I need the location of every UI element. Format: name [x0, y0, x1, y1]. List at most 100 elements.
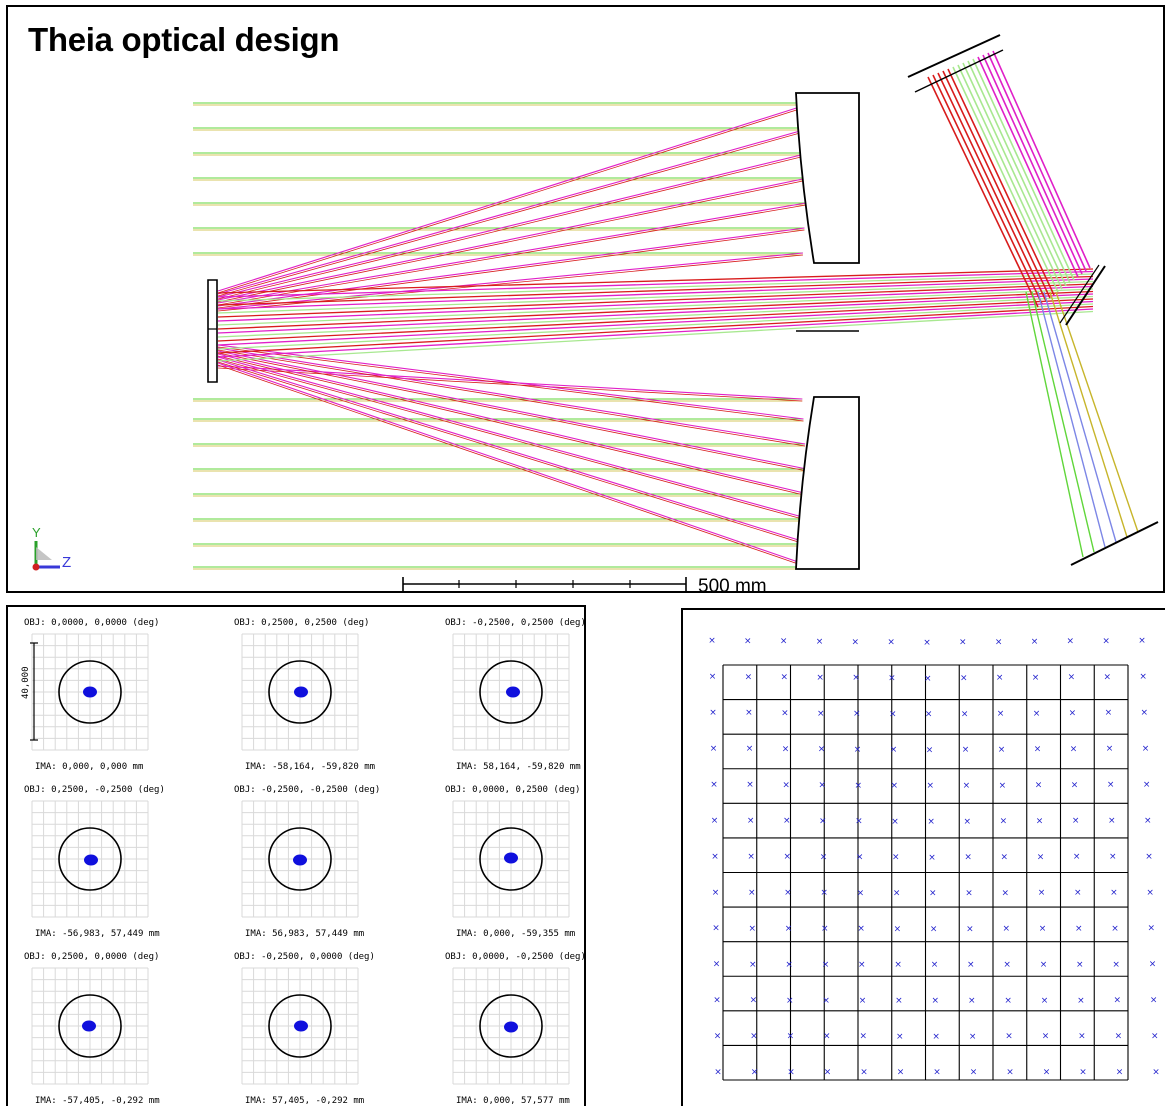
- distortion-mark: ×: [747, 852, 755, 862]
- distortion-mark: ×: [1108, 816, 1116, 826]
- distortion-mark: ×: [897, 1068, 905, 1078]
- distortion-mark: ×: [787, 1032, 795, 1042]
- distortion-mark: ×: [891, 781, 899, 791]
- central-ray: [217, 285, 1094, 322]
- distortion-mark: ×: [1033, 709, 1041, 719]
- distortion-mark: ×: [1070, 744, 1078, 754]
- distortion-mark: ×: [784, 852, 792, 862]
- converging-ray: [217, 353, 809, 495]
- tertiary-ray: [952, 66, 1059, 293]
- distortion-mark: ×: [1148, 924, 1156, 934]
- spot-blob: [84, 854, 98, 866]
- distortion-mark: ×: [1106, 744, 1114, 754]
- spot-blob: [504, 852, 518, 864]
- distortion-mark: ×: [785, 924, 793, 934]
- spot-blob: [83, 686, 97, 698]
- converging-ray: [217, 346, 804, 422]
- distortion-mark: ×: [782, 744, 790, 754]
- spot-ima-label: IMA: -58,164, -59,820 mm: [245, 762, 375, 772]
- spot-cell: OBJ: 0,2500, 0,0000 (deg) IMA: -57,405, -…: [24, 952, 160, 1106]
- distortion-mark: ×: [859, 996, 867, 1006]
- distortion-mark: ×: [1004, 996, 1012, 1006]
- central-ray: [217, 308, 1094, 358]
- distortion-mark: ×: [1139, 672, 1147, 682]
- distortion-mark: ×: [893, 888, 901, 898]
- distortion-mark: ×: [932, 996, 940, 1006]
- distortion-mark: ×: [1142, 744, 1150, 754]
- converging-ray: [217, 359, 812, 545]
- distortion-mark: ×: [712, 888, 720, 898]
- optical-layout-drawing: Y Z 500 mm: [32, 34, 1159, 591]
- distortion-mark: ×: [712, 924, 720, 934]
- distortion-mark: ×: [1069, 708, 1077, 718]
- converging-ray: [217, 252, 803, 310]
- distortion-mark: ×: [1138, 636, 1146, 646]
- distortion-mark: ×: [1114, 996, 1122, 1006]
- distortion-mark: ×: [1104, 672, 1112, 682]
- distortion-mark: ×: [1003, 960, 1011, 970]
- distortion-mark: ×: [998, 745, 1006, 755]
- distortion-mark: ×: [965, 888, 973, 898]
- tertiary-ray: [962, 62, 1067, 287]
- distortion-mark: ×: [853, 709, 861, 719]
- distortion-mark: ×: [1043, 1068, 1051, 1078]
- fold-mirror: [1065, 265, 1106, 326]
- distortion-mark: ×: [964, 853, 972, 863]
- central-ray: [217, 298, 1094, 342]
- distortion-mark: ×: [1068, 673, 1076, 683]
- distortion-mark: ×: [785, 960, 793, 970]
- distortion-mark: ×: [858, 960, 866, 970]
- focal-ray: [1049, 291, 1128, 538]
- spot-cell: OBJ: -0,2500, 0,2500 (deg) IMA: 58,164, -…: [445, 618, 584, 772]
- central-ray: [217, 278, 1094, 310]
- airy-circle: [58, 994, 122, 1058]
- distortion-mark: ×: [751, 1068, 759, 1078]
- spot-blob: [82, 1020, 96, 1032]
- distortion-mark: ×: [967, 960, 975, 970]
- central-ray: [217, 283, 1094, 318]
- distortion-mark: ×: [714, 1068, 722, 1078]
- real-ray-marks: × × × × × × × × × × × × × × × × × × × × × × × × × × × × × × × × × × × × × × × ×…: [708, 636, 1160, 1078]
- spot-ima-label: IMA: -56,983, 57,449 mm: [35, 929, 160, 939]
- distortion-mark: ×: [1006, 1068, 1014, 1078]
- spot-cell: OBJ: 0,0000, -0,2500 (deg) IMA: 0,000, 57…: [445, 952, 584, 1106]
- spot-obj-label: OBJ: -0,2500, 0,0000 (deg): [234, 952, 375, 962]
- airy-circle: [268, 827, 332, 891]
- distortion-mark: ×: [1037, 852, 1045, 862]
- distortion-mark: ×: [852, 637, 860, 647]
- spot-blob: [506, 686, 520, 698]
- converging-ray: [217, 179, 808, 303]
- distortion-grid-panel: × × × × × × × × × × × × × × × × × × × × × × × × × × × × × × × × × × × × × × × ×…: [681, 608, 1165, 1106]
- spot-obj-label: OBJ: -0,2500, 0,2500 (deg): [445, 618, 584, 628]
- tertiary-ray: [992, 50, 1091, 269]
- spot-cell: OBJ: 0,2500, -0,2500 (deg) IMA: -56,983, …: [24, 785, 165, 939]
- distortion-mark: ×: [1002, 924, 1010, 934]
- spot-diagram-chart: OBJ: 0,0000, 0,0000 (deg) IMA: 0,000, 0,0…: [21, 618, 584, 1106]
- spot-diagram-panel: OBJ: 0,0000, 0,0000 (deg) IMA: 0,000, 0,0…: [6, 605, 586, 1106]
- distortion-mark: ×: [1107, 780, 1115, 790]
- distortion-mark: ×: [1075, 924, 1083, 934]
- converging-ray: [217, 358, 810, 522]
- distortion-mark: ×: [963, 781, 971, 791]
- output-beam-rays: [927, 50, 1139, 558]
- distortion-mark: ×: [750, 996, 758, 1006]
- spot-obj-label: OBJ: 0,0000, -0,2500 (deg): [445, 952, 584, 962]
- distortion-mark: ×: [1151, 1032, 1159, 1042]
- distortion-mark: ×: [962, 745, 970, 755]
- central-ray: [217, 273, 1094, 302]
- tertiary-ray: [957, 64, 1063, 290]
- converging-ray: [217, 352, 807, 472]
- airy-circle: [268, 660, 332, 724]
- distortion-mark: ×: [746, 744, 754, 754]
- distortion-mark: ×: [1112, 960, 1120, 970]
- optical-layout-panel: Theia optical design Y Z: [6, 5, 1165, 593]
- distortion-mark: ×: [960, 673, 968, 683]
- distortion-mark: ×: [1002, 888, 1010, 898]
- distortion-mark: ×: [824, 1068, 832, 1078]
- distortion-mark: ×: [1035, 781, 1043, 791]
- distortion-mark: ×: [1038, 888, 1046, 898]
- distortion-mark: ×: [890, 745, 898, 755]
- distortion-mark: ×: [1071, 780, 1079, 790]
- central-ray: [217, 268, 1094, 294]
- spot-obj-label: OBJ: 0,2500, 0,0000 (deg): [24, 952, 159, 962]
